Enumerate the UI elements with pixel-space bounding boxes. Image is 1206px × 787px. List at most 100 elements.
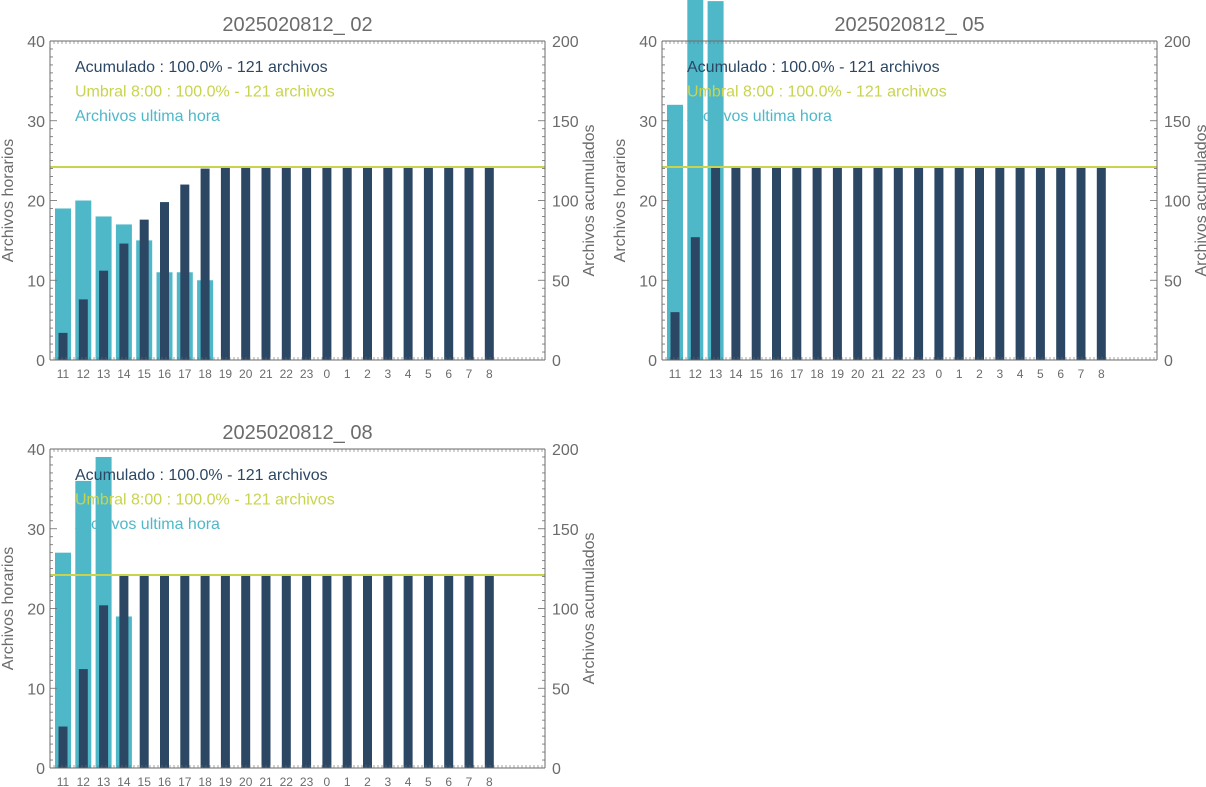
x-tick-label: 5 xyxy=(1037,367,1044,381)
x-tick-label: 17 xyxy=(178,775,192,787)
cumulative-bar xyxy=(1015,167,1025,360)
legend-threshold: Umbral 8:00 : 100.0% - 121 archivos xyxy=(687,84,947,101)
x-tick-label: 8 xyxy=(1098,367,1105,381)
legend-threshold: Umbral 8:00 : 100.0% - 121 archivos xyxy=(75,492,335,509)
cumulative-bar xyxy=(160,202,169,360)
x-tick-label: 4 xyxy=(405,775,412,787)
cumulative-bar xyxy=(423,575,433,768)
cumulative-bar xyxy=(58,332,68,360)
cumulative-bar xyxy=(78,299,88,360)
cumulative-bar xyxy=(670,312,680,360)
cumulative-bar xyxy=(363,167,372,360)
legend-hourly: Archivos ultima hora xyxy=(75,516,220,533)
cumulative-bar xyxy=(281,575,291,768)
cumulative-bar xyxy=(160,575,169,768)
x-tick-label: 8 xyxy=(486,775,493,787)
x-tick-label: 21 xyxy=(259,775,273,787)
cumulative-bar xyxy=(690,237,700,360)
right-tick-label: 150 xyxy=(1164,114,1191,131)
left-tick-label: 30 xyxy=(27,522,45,539)
right-tick-label: 150 xyxy=(552,114,579,131)
right-tick-label: 200 xyxy=(552,442,579,459)
cumulative-bar xyxy=(444,575,454,768)
x-tick-label: 5 xyxy=(425,367,432,381)
x-tick-label: 3 xyxy=(996,367,1003,381)
cumulative-bar xyxy=(751,167,761,360)
x-tick-label: 1 xyxy=(956,367,963,381)
legend-hourly: Archivos ultima hora xyxy=(687,108,832,125)
legend-cumulative: Acumulado : 100.0% - 121 archivos xyxy=(75,467,328,484)
x-tick-label: 19 xyxy=(219,775,233,787)
left-tick-label: 0 xyxy=(36,761,45,778)
x-tick-label: 11 xyxy=(669,367,682,381)
x-tick-label: 6 xyxy=(445,775,452,787)
y-axis-label-left: Archivos horarios xyxy=(612,139,629,263)
left-tick-label: 40 xyxy=(639,34,657,51)
cumulative-bar xyxy=(934,167,944,360)
x-tick-label: 18 xyxy=(810,367,824,381)
x-tick-label: 15 xyxy=(750,367,764,381)
x-tick-label: 20 xyxy=(239,775,253,787)
x-tick-label: 13 xyxy=(97,775,111,787)
cumulative-bar xyxy=(711,167,721,360)
cumulative-bar xyxy=(241,167,251,360)
cumulative-bar xyxy=(423,167,433,360)
y-axis-label-left: Archivos horarios xyxy=(0,547,17,671)
cumulative-bar xyxy=(403,167,413,360)
cumulative-bar xyxy=(99,270,109,360)
x-tick-label: 17 xyxy=(790,367,804,381)
right-tick-label: 100 xyxy=(552,602,579,619)
x-tick-label: 16 xyxy=(158,775,172,787)
left-tick-label: 10 xyxy=(27,273,45,290)
cumulative-bar xyxy=(484,167,494,360)
x-tick-label: 4 xyxy=(405,367,412,381)
x-tick-label: 2 xyxy=(364,775,371,787)
left-tick-label: 10 xyxy=(27,681,45,698)
x-tick-label: 23 xyxy=(912,367,926,381)
x-tick-label: 7 xyxy=(466,367,473,381)
left-tick-label: 20 xyxy=(27,194,45,211)
x-tick-label: 15 xyxy=(138,367,152,381)
y-axis-label-right: Archivos acumulados xyxy=(581,124,598,276)
cumulative-bar xyxy=(1056,167,1066,360)
cumulative-bar xyxy=(1076,167,1086,360)
left-tick-label: 40 xyxy=(27,34,45,51)
cumulative-bar xyxy=(975,167,984,360)
cumulative-bar xyxy=(731,167,741,360)
cumulative-bar xyxy=(241,575,251,768)
x-tick-label: 11 xyxy=(57,367,70,381)
cumulative-bar xyxy=(893,167,903,360)
cumulative-bar xyxy=(1096,167,1106,360)
x-tick-label: 8 xyxy=(486,367,493,381)
left-tick-label: 30 xyxy=(27,114,45,131)
x-tick-label: 14 xyxy=(117,367,131,381)
right-tick-label: 0 xyxy=(552,761,561,778)
left-tick-label: 0 xyxy=(648,353,657,370)
x-tick-label: 6 xyxy=(1057,367,1064,381)
right-tick-label: 50 xyxy=(552,273,570,290)
cumulative-bar xyxy=(58,726,68,768)
cumulative-bar xyxy=(484,575,494,768)
left-tick-label: 20 xyxy=(639,194,657,211)
x-tick-label: 22 xyxy=(280,775,294,787)
right-tick-label: 0 xyxy=(1164,353,1173,370)
cumulative-bar xyxy=(119,243,129,360)
x-tick-label: 0 xyxy=(936,367,943,381)
right-tick-label: 100 xyxy=(552,194,579,211)
cumulative-bar xyxy=(119,575,129,768)
cumulative-bar xyxy=(78,669,88,768)
x-tick-label: 1 xyxy=(344,367,351,381)
cumulative-bar xyxy=(995,167,1005,360)
cumulative-bar xyxy=(812,167,822,360)
cumulative-bar xyxy=(853,167,863,360)
cumulative-bar xyxy=(363,575,372,768)
x-tick-label: 2 xyxy=(364,367,371,381)
x-tick-label: 12 xyxy=(77,775,91,787)
cumulative-bar xyxy=(261,167,271,360)
legend-cumulative: Acumulado : 100.0% - 121 archivos xyxy=(687,59,940,76)
cumulative-bar xyxy=(873,167,883,360)
left-tick-label: 0 xyxy=(36,353,45,370)
